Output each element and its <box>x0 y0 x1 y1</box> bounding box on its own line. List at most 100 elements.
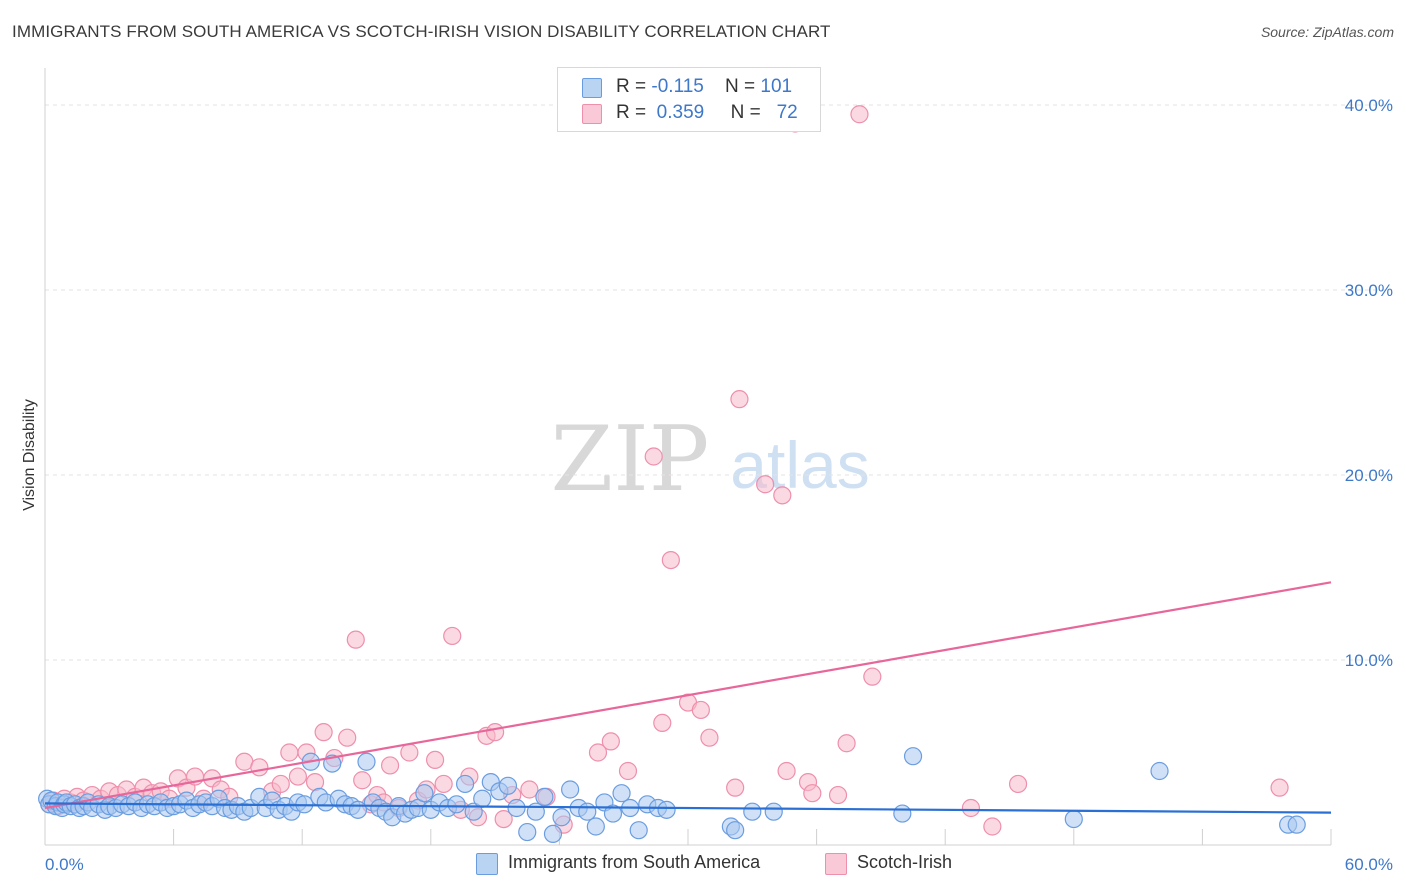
legend-n-value: 101 <box>760 76 793 97</box>
y-tick-label: 30.0% <box>1345 281 1393 300</box>
scotch-irish-point <box>661 550 680 570</box>
scotch-irish-trend-line <box>44 581 1332 810</box>
south-america-point <box>348 800 368 819</box>
x-tick-labels: 0.0% 60.0% <box>45 855 1393 874</box>
south-america-point <box>1064 809 1083 829</box>
south-america-point <box>657 800 676 819</box>
scotch-irish-point <box>773 486 792 505</box>
south-america-point <box>455 774 475 794</box>
south-america-point <box>518 822 537 842</box>
south-america-point <box>629 821 648 840</box>
south-america-point <box>893 804 912 823</box>
south-america-point <box>357 752 376 771</box>
south-america-point <box>612 784 631 803</box>
scotch-irish-point <box>837 734 856 753</box>
scotch-irish-point <box>486 723 505 742</box>
scotch-irish-point <box>777 761 796 781</box>
legend-label: Scotch-Irish <box>857 852 953 872</box>
scotch-irish-point <box>443 626 462 646</box>
scotch-irish-point <box>601 732 620 751</box>
south-america-point <box>1287 815 1306 834</box>
legend-n-value: 72 <box>776 102 798 123</box>
scotch-irish-point <box>520 780 539 799</box>
south-america-point <box>543 824 563 844</box>
south-america-point <box>447 795 466 814</box>
south-america-point <box>743 802 762 821</box>
south-america-trend-line <box>44 802 1332 814</box>
scotch-irish-point <box>700 728 719 747</box>
south-america-point <box>764 802 783 821</box>
scotch-irish-point <box>271 774 290 794</box>
legend-n-label: N = <box>730 102 761 123</box>
south-america-point <box>552 808 571 827</box>
scotch-irish-point <box>380 756 400 775</box>
scotch-irish-point <box>425 750 445 770</box>
scotch-irish-point <box>756 475 775 494</box>
scotch-irish-point <box>1270 778 1289 797</box>
grid <box>45 104 1391 661</box>
y-tick-label: 10.0% <box>1345 651 1393 670</box>
south-america-point <box>903 747 923 766</box>
scotch-irish-point <box>653 713 672 733</box>
south-america-point <box>473 789 492 808</box>
south-america-point <box>578 802 597 821</box>
chart-title: IMMIGRANTS FROM SOUTH AMERICA VS SCOTCH-… <box>12 22 831 41</box>
south-america-point <box>726 821 745 840</box>
scotch-irish-point <box>400 743 419 762</box>
south-america-point <box>415 784 434 803</box>
legend-r-value: -0.115 <box>651 76 704 97</box>
legend-n-label: N = <box>724 76 756 97</box>
scotch-irish-point <box>280 743 299 762</box>
scotch-irish-point <box>726 778 745 797</box>
scotch-irish-point <box>494 809 513 829</box>
scotch-irish-point <box>850 105 869 124</box>
scotch-irish-point <box>961 798 981 818</box>
scotch-irish-point <box>863 667 882 686</box>
scotch-irish-point <box>250 758 269 777</box>
south-america-point <box>526 802 545 821</box>
watermark: ZIP atlas <box>551 407 870 512</box>
y-tick-labels: 10.0% 20.0% 30.0% 40.0% <box>1345 96 1393 670</box>
x-tick-label: 0.0% <box>45 855 84 874</box>
south-america-point <box>561 780 580 799</box>
south-america-point <box>603 804 623 823</box>
scotch-irish-point <box>983 817 1002 836</box>
watermark-zip: ZIP <box>551 407 710 512</box>
south-america-point <box>507 798 526 818</box>
south-america-point <box>586 817 605 836</box>
scotch-irish-point <box>588 743 608 762</box>
watermark-atlas: atlas <box>730 428 869 502</box>
legend-label: Immigrants from South America <box>508 852 761 872</box>
scotch-irish-point <box>828 785 848 805</box>
y-tick-label: 20.0% <box>1345 466 1393 485</box>
scotch-irish-point <box>803 784 822 803</box>
series-legend: Immigrants from South America Scotch-Iri… <box>0 851 1406 877</box>
scotch-irish-point <box>353 771 372 790</box>
legend-r-label: R = <box>616 76 647 97</box>
stats-legend: R = -0.115 N = 101 R = 0.359 N = 72 <box>557 67 821 132</box>
scotch-irish-point <box>691 700 710 720</box>
south-america-point <box>498 776 518 795</box>
scotch-irish-point <box>338 728 357 747</box>
south-america-point <box>1150 761 1169 781</box>
legend-swatch-pink <box>582 104 602 124</box>
legend-r-value: 0.359 <box>656 102 705 123</box>
x-tick-label: 60.0% <box>1345 855 1393 874</box>
scotch-irish-point <box>288 767 308 786</box>
legend-swatch-blue <box>476 853 498 875</box>
source-credit: Source: ZipAtlas.com <box>1260 24 1394 40</box>
legend-swatch-pink <box>825 853 847 875</box>
scotch-irish-point <box>346 630 365 649</box>
scotch-irish-point <box>618 761 638 781</box>
scotch-irish-point <box>1008 774 1028 794</box>
trend-lines <box>44 581 1332 814</box>
south-america-points <box>38 747 1306 844</box>
y-tick-label: 40.0% <box>1345 96 1393 115</box>
south-america-point <box>535 787 554 807</box>
legend-r-label: R = <box>616 102 647 123</box>
legend-swatch-blue <box>582 78 602 98</box>
scotch-irish-point <box>314 723 333 742</box>
scotch-irish-point <box>644 447 663 466</box>
scotch-irish-point <box>730 390 749 409</box>
